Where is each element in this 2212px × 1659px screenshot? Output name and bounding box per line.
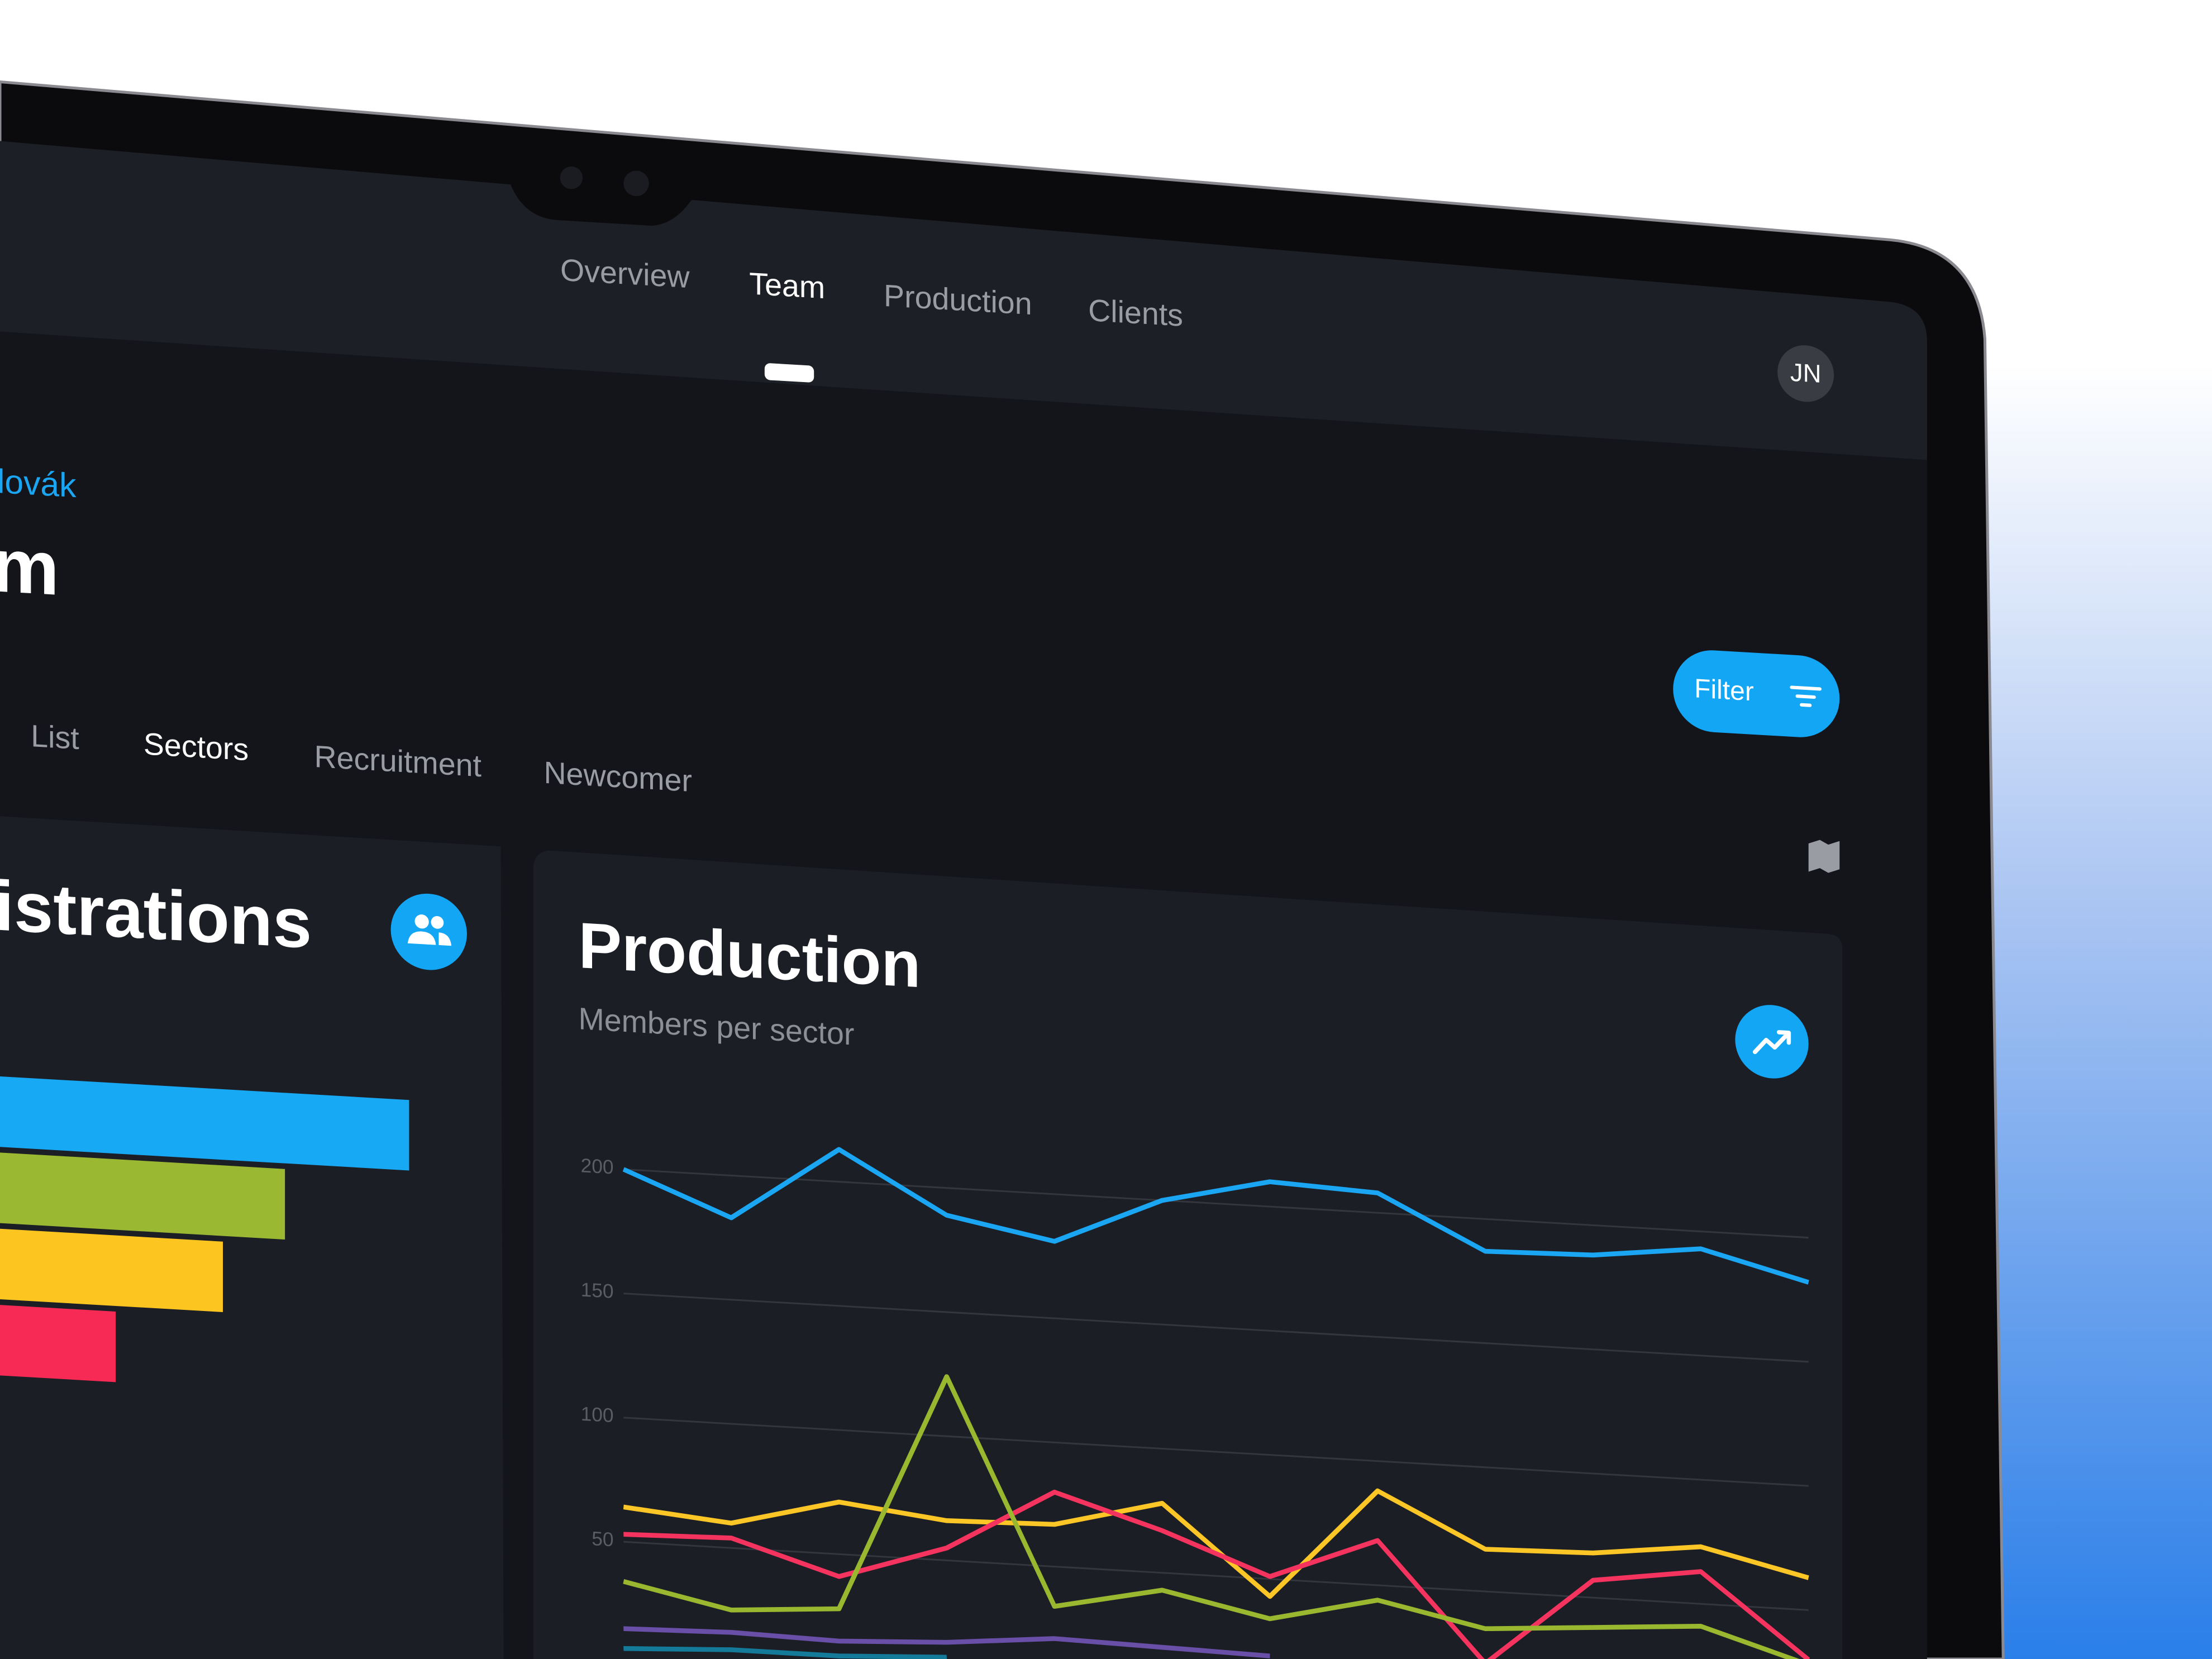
- registrations-card: [0, 816, 504, 1659]
- series-line: [623, 1488, 1809, 1599]
- user-name: lovák: [0, 462, 77, 504]
- bar: [0, 1304, 116, 1382]
- y-tick-label: 200: [581, 1155, 614, 1178]
- y-tick-label: 150: [581, 1279, 614, 1303]
- series-line: [623, 1489, 1810, 1659]
- nav-item[interactable]: Overview: [560, 252, 690, 294]
- nav-item-active[interactable]: Team: [749, 266, 825, 305]
- active-indicator: [764, 363, 814, 383]
- bar: [0, 1151, 285, 1240]
- avatar-initials: JN: [1790, 358, 1822, 388]
- filter-label: Filter: [1694, 674, 1754, 707]
- bar: [0, 1075, 409, 1171]
- nav-item[interactable]: Clients: [1088, 293, 1183, 333]
- series-line: [623, 1626, 1270, 1658]
- map-icon[interactable]: [1808, 839, 1840, 873]
- camera: [560, 166, 583, 189]
- trend-icon: [1752, 1030, 1791, 1055]
- top-bar: [0, 141, 1927, 460]
- series-line: [623, 1374, 1809, 1659]
- card-title: istrations: [0, 866, 312, 963]
- people-icon: [407, 914, 452, 946]
- tab-active[interactable]: Sectors: [144, 726, 249, 767]
- trend-button[interactable]: [1735, 1003, 1809, 1080]
- y-tick-label: 50: [592, 1528, 613, 1551]
- bar-chart: [0, 1075, 409, 1382]
- camera: [623, 170, 649, 197]
- grid-line: [623, 1417, 1809, 1487]
- grid-line: [623, 1293, 1809, 1363]
- camera-notch: [487, 141, 713, 226]
- tab[interactable]: Newcomer: [544, 755, 692, 798]
- tab[interactable]: List: [31, 718, 79, 756]
- series-line: [623, 1646, 947, 1659]
- people-button[interactable]: [390, 892, 467, 972]
- grid-line: [623, 1168, 1809, 1239]
- bar: [0, 1228, 223, 1313]
- filter-icon: [1790, 685, 1822, 707]
- nav-item[interactable]: Production: [884, 278, 1032, 321]
- avatar[interactable]: [1777, 344, 1834, 403]
- filter-button[interactable]: [1673, 648, 1840, 740]
- y-tick-label: 100: [581, 1403, 614, 1427]
- line-chart: 50 100 150 200: [581, 1147, 1810, 1659]
- page-title: m: [0, 522, 59, 611]
- grid-line: [623, 1541, 1809, 1611]
- series-line: [622, 1147, 1809, 1285]
- production-card: [533, 850, 1843, 1659]
